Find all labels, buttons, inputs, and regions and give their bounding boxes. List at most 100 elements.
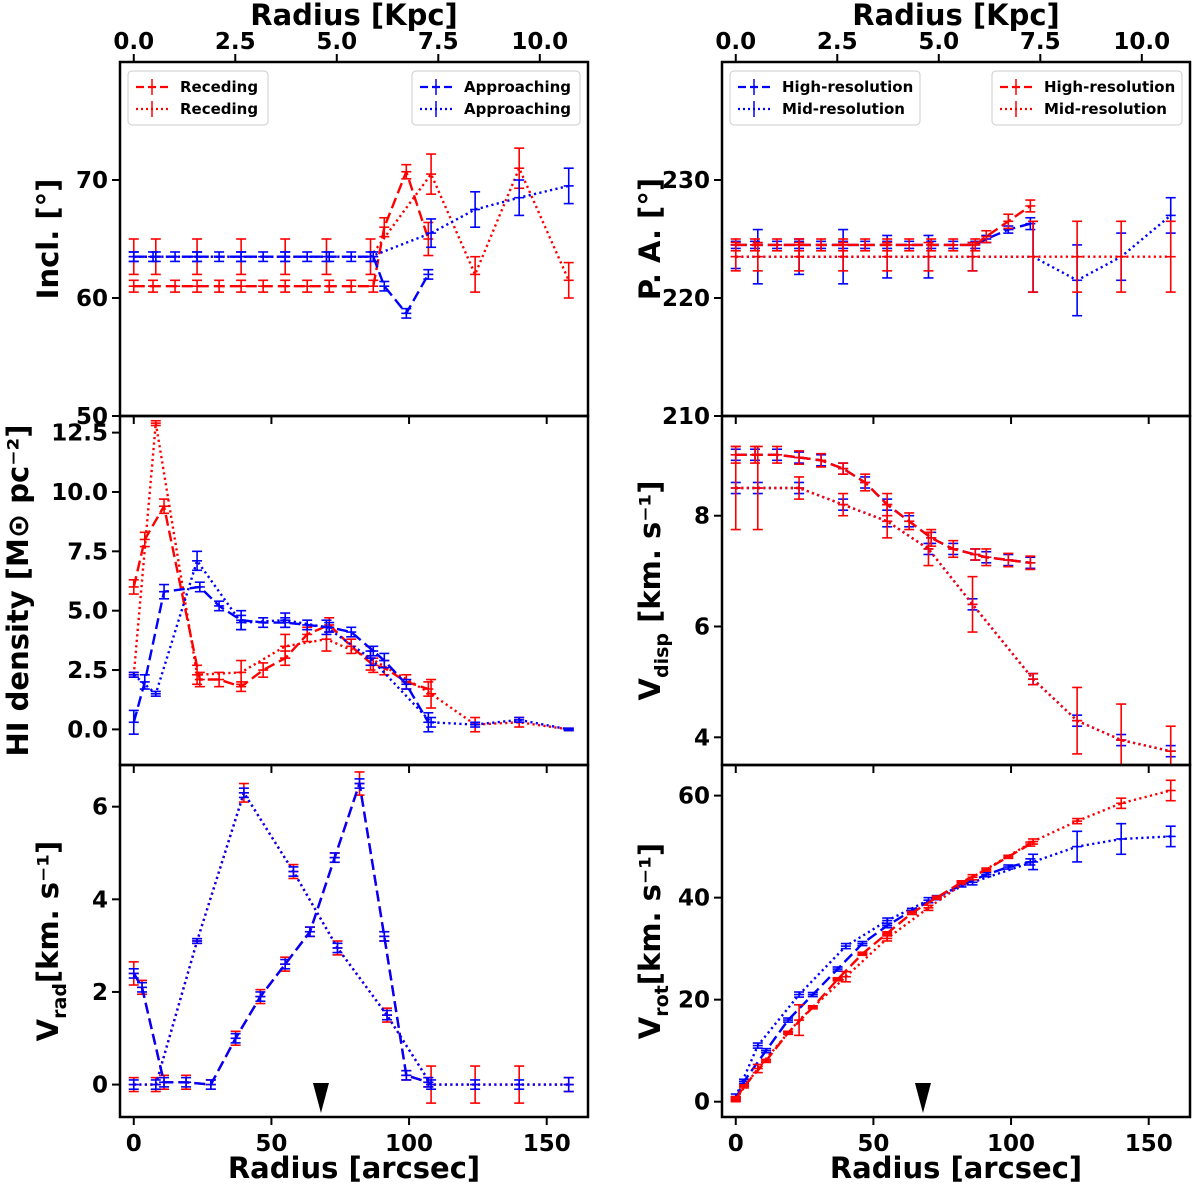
panel-vrad-xtick-label: 0 [126,1131,142,1157]
panel-vrot-errorbar [857,940,868,947]
panel-incl-errorbar [379,216,390,238]
panel-vdisp-errorbar [816,452,827,468]
panel-vrot-errorbar [807,1004,818,1010]
panel-incl-errorbar [365,251,376,263]
panel-vdisp-errorbar [882,503,893,539]
panel-pa-legend-label: High-resolution [1044,78,1175,96]
panel-pa-errorbar [772,238,783,252]
panel-incl-errorbar [470,191,481,228]
panel-vdisp-series-line-2 [735,453,1031,564]
panel-vrot: 0 20 40 60 0 50 100 150 Radius [arcsec] [678,763,1192,1185]
panel-pa-errorbar [1003,213,1014,230]
panel-incl-top-axis-label: Radius [Kpc] [250,0,458,32]
panel-vrot-errorbar [1028,853,1039,871]
panel-incl-top-tick-label: 7.5 [418,29,459,55]
panel-vdisp-series-line-1 [735,486,1171,753]
panel-pa-errorbar [860,238,871,252]
panel-vrot-errorbar [1165,779,1176,802]
panel-hi-errorbar [150,419,161,427]
panel-vrad-errorbar [514,1079,525,1091]
panel-incl-errorbar [214,279,225,293]
panel-hi-errorbar [514,716,525,724]
panel-hi-frame [118,414,590,767]
panel-hi-errorbar [150,690,161,697]
panel-hi-ytick-label: 10.0 [51,480,108,506]
panel-incl-top-tick-label: 2.5 [215,29,256,55]
panel-incl-errorbar [236,251,247,263]
panel-vrot-errorbar [1165,825,1176,848]
panel-vdisp-errorbar [1072,686,1083,755]
panel-vdisp: 4 6 8 [694,414,1192,773]
panel-hi-ylabel-group: HI density [M⊙ pc⁻²] [1,424,35,756]
panel-incl-errorbar [170,279,181,293]
panel-vrot-xtick-label: 100 [987,1131,1035,1157]
panel-incl-errorbar [128,279,139,293]
panel-vrot-errorbar [840,942,851,950]
panel-vdisp-frame [720,414,1192,767]
panel-incl-series-group [128,147,574,319]
panel-vrad-errorbar [159,1076,170,1088]
panel-vdisp-errorbar [923,531,934,567]
panel-hi-errorbar [321,619,332,636]
panel-vrot-xlabel: Radius [arcsec] [830,1151,1082,1185]
panel-incl-errorbar [192,251,203,263]
panel-vrot-series-line-2 [734,843,1031,1100]
panel-pa-top-tick-label: 7.5 [1020,29,1061,55]
panel-vrot-errorbar [752,1042,763,1049]
panel-hi-errorbar [563,727,574,732]
panel-vrot-ytick-label: 60 [678,784,710,810]
panel-hi-errorbar [426,716,437,728]
panel-incl-errorbar [563,167,574,205]
panel-incl-errorbar [401,163,412,180]
panel-vrad-errorbar [137,981,148,993]
panel-vrot-ytick-label: 20 [678,988,710,1014]
panel-incl-errorbar [236,279,247,293]
panel-vdisp-ytick-label: 4 [694,725,710,751]
panel-vrad-xtick-label: 150 [523,1131,571,1157]
panel-incl-errorbar [346,279,357,293]
panel-vdisp-ytick-label: 8 [694,504,710,530]
panel-hi-errorbar [401,678,412,690]
panel-vrot-xtick-label: 150 [1125,1131,1173,1157]
panel-incl-errorbar [426,153,437,195]
panel-pa-top-tick-label: 2.5 [817,29,858,55]
panel-hi-errorbar [128,671,139,678]
panel-vrot-errorbar [882,922,893,929]
panel-vrad-errorbar [238,787,249,799]
panel-hi-errorbar [214,600,225,612]
panel-vdisp-errorbar [970,548,981,561]
panel-vrad-errorbar [192,937,203,945]
panel-incl-errorbar [280,251,291,263]
panel-vrot-errorbar [967,873,978,881]
panel-vrot-errorbar [752,1063,763,1074]
panel-pa-top-tick-label: 0.0 [715,29,756,55]
panel-vrot-errorbar [730,1095,741,1103]
panel-hi: 0.0 2.5 5.0 7.5 10.0 12.5 [51,414,590,773]
panel-incl-legend-top-left: Receding Receding [127,70,269,126]
panel-vrad-errorbar [181,1076,192,1088]
panel-vrot-xtick-label: 50 [857,1131,889,1157]
panel-incl-legend-label: Receding [180,78,258,96]
panel-vdisp-errorbar [1025,555,1036,571]
panel-hi-errorbar [365,650,376,667]
panel-pa-errorbar [794,241,805,272]
panel-vrad-ytick-label: 0 [92,1073,108,1099]
panel-vrot-frame [720,763,1192,1119]
panel-pa-ytick-label: 210 [662,404,710,430]
panel-incl-errorbar [150,251,161,263]
panel-pa-legend-label: High-resolution [782,78,913,96]
panel-vrad: 0 2 4 6 0 50 100 150 Radius [arcsec] [92,763,590,1185]
panel-incl: 50 60 70 0.0 2.5 5.0 7.5 10.0 Radius [Kpc] Recedi… [76,0,590,430]
panel-vrad-errorbar [329,852,340,864]
panel-hi-ytick-label: 12.5 [51,421,108,447]
panel-incl-legend-label: Receding [180,100,258,118]
panel-incl-legend-box [127,70,269,126]
panel-incl-errorbar [258,279,269,293]
panel-vrad-errorbar [401,1069,412,1081]
panel-vdisp-errorbar [967,575,978,633]
panel-hi-errorbar [128,579,139,595]
panel-vrot-series-line-3 [734,789,1172,1100]
panel-hi-errorbar [258,617,269,629]
panel-hi-series-line-2 [132,585,430,723]
